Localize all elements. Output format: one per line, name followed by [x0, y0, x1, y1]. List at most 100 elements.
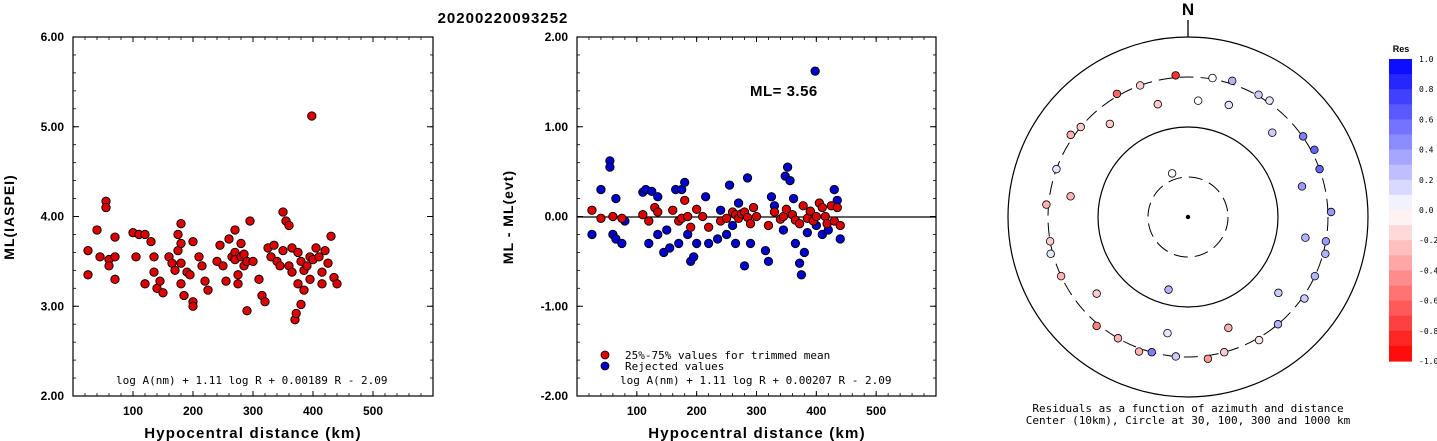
station-residual-point: [1301, 233, 1310, 242]
station-residual-point: [1052, 164, 1061, 174]
colorbar-tick-label: 0.6: [1419, 115, 1434, 124]
rejected-point: [778, 225, 789, 235]
ml-point: [236, 238, 246, 249]
rejected-point: [721, 229, 732, 240]
ring-100km: [1097, 126, 1279, 308]
rejected-point: [692, 238, 702, 249]
trimmed-point: [608, 211, 618, 222]
ml-point: [110, 232, 120, 242]
trimmed-point: [686, 222, 696, 232]
rejected-point: [689, 252, 699, 262]
ml-point: [305, 274, 315, 284]
station-residual-point: [1310, 271, 1320, 281]
colorbar-tick-label: -1.0: [1419, 357, 1437, 366]
plot2-y-tick-label: 1.00: [545, 120, 569, 134]
colorbar-tick-label: -0.2: [1419, 236, 1437, 245]
ml-point: [140, 229, 150, 240]
ml-point: [218, 261, 228, 271]
colorbar-cell: [1389, 74, 1412, 90]
station-residual-point: [1274, 288, 1283, 298]
station-residual-point: [1167, 169, 1177, 178]
station-residual-point: [1208, 73, 1217, 83]
station-residual-point: [1254, 90, 1263, 100]
trimmed-point: [835, 220, 845, 231]
colorbar-cell: [1389, 330, 1412, 347]
ring-300km: [1047, 76, 1329, 358]
north-label: N: [1182, 0, 1194, 19]
legend-trimmed-label: 25%-75% values for trimmed mean: [625, 349, 830, 362]
station-residual-point: [1224, 323, 1233, 333]
station-residual-point: [1147, 348, 1156, 357]
trimmed-point: [596, 213, 606, 223]
rejected-point: [799, 247, 810, 258]
ml-point: [194, 252, 204, 262]
plot1-ticks: 100 200 300 400 500 2.00 3.00 4.00 5.00 6.00: [41, 30, 434, 418]
ml-point: [176, 219, 186, 229]
trimmed-point: [653, 207, 663, 217]
rejected-point: [730, 238, 741, 249]
trimmed-point: [794, 219, 805, 229]
ml-point: [275, 261, 285, 271]
plot2-ticks: 100 200 300 400 500 -2.00 -1.00 0.00 1.00 2.00: [541, 30, 937, 418]
ml-point: [188, 301, 198, 311]
colorbar-cell: [1389, 89, 1412, 105]
azimuth-residual-panel: N Residuals as a function of azimuth and…: [1007, 0, 1369, 427]
colorbar-cell: [1389, 119, 1412, 136]
rejected-point: [745, 238, 756, 249]
station-residual-point: [1273, 320, 1283, 329]
ml-point: [332, 279, 342, 289]
station-residual-point: [1224, 100, 1233, 110]
ml-point: [307, 111, 317, 121]
ml-point: [149, 252, 159, 262]
rejected-point: [724, 180, 735, 190]
plot2-y-tick-label: 2.00: [545, 30, 569, 44]
colorbar-cell: [1389, 134, 1412, 151]
plot2-x-label: Hypocentral distance (km): [648, 425, 866, 441]
rejected-point: [665, 243, 675, 253]
station-residual-point: [1315, 164, 1324, 174]
station-residual-point: [1171, 352, 1180, 361]
ml-point: [188, 236, 198, 247]
ml-point: [83, 270, 93, 280]
plot1-x-tick-label: 400: [303, 404, 323, 418]
ml-point: [221, 276, 231, 286]
rejected-point: [796, 270, 807, 280]
station-residual-point: [1134, 347, 1144, 356]
ml-point: [291, 308, 301, 319]
rejected-point: [712, 234, 723, 244]
ml-point: [296, 299, 306, 310]
rejected-point: [782, 162, 793, 172]
ml-point: [293, 247, 303, 258]
station-residual-point: [1193, 96, 1203, 105]
station-residual-point: [1321, 237, 1331, 246]
colorbar-cell: [1389, 149, 1412, 166]
trimmed-point: [721, 213, 732, 223]
residual-colorbar: Res 1.0 0.8 0.6 0.4 0.2 0.0 -0.2 -0.4 -0.6 -0.8 -1…: [1389, 44, 1437, 366]
ml-point: [317, 279, 327, 289]
legend-trimmed-marker: [600, 350, 610, 360]
station-residual-point: [1076, 122, 1085, 132]
ml-point: [92, 225, 102, 235]
colorbar-cell: [1389, 270, 1412, 287]
rejected-point: [810, 66, 820, 76]
rejected-point: [788, 193, 799, 204]
station-residual-point: [1112, 89, 1122, 99]
ml-point: [278, 245, 288, 256]
ml-point: [176, 279, 186, 289]
rejected-point: [802, 228, 813, 238]
plot1-frame: [72, 36, 434, 397]
ml-point: [149, 267, 159, 277]
plot2-formula: log A(nm) + 1.11 log R + 0.00207 R - 2.0…: [620, 374, 892, 387]
colorbar-tick-label: 0.2: [1419, 176, 1434, 185]
rejected-point: [653, 229, 663, 240]
plot2-points: [587, 66, 845, 280]
station-residual-point: [1297, 182, 1307, 191]
station-residual-point: [1254, 335, 1264, 345]
ml-point: [287, 267, 297, 277]
plot2-y-tick-label: 0.00: [545, 210, 569, 224]
station-residual-point: [1066, 130, 1075, 140]
colorbar-cell: [1389, 225, 1412, 241]
trimmed-point: [668, 205, 678, 215]
rejected-point: [760, 245, 771, 256]
plot2-x-tick-label: 100: [627, 404, 647, 418]
